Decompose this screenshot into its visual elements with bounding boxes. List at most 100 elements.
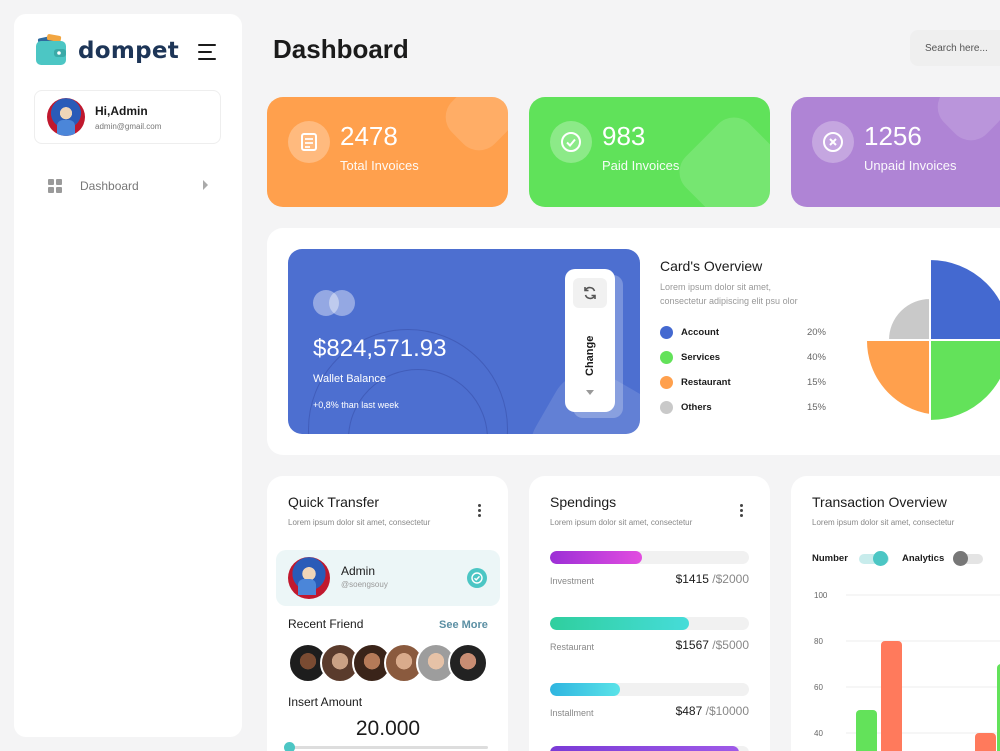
spending-current: $1567	[675, 638, 709, 652]
more-options-icon[interactable]	[740, 504, 744, 518]
stat-value: 2478	[340, 121, 398, 151]
page-title: Dashboard	[273, 34, 409, 64]
legend-item: Restaurant 15%	[660, 375, 826, 389]
cancel-circle-icon	[812, 121, 854, 163]
recent-friend-title: Recent Friend	[288, 617, 364, 631]
spending-progress-fill	[550, 617, 690, 630]
more-options-icon[interactable]	[478, 504, 482, 518]
transaction-title: Transaction Overview	[812, 494, 947, 510]
stat-card-total-invoices[interactable]: 2478 Total Invoices	[267, 97, 508, 207]
spendings-title: Spendings	[550, 494, 617, 510]
spending-total: /$10000	[705, 704, 749, 718]
number-toggle[interactable]	[859, 551, 889, 566]
spending-name: Investment	[550, 576, 595, 586]
selected-recipient[interactable]: Admin @soengsouy	[276, 550, 500, 606]
change-card-button[interactable]: Change	[565, 269, 615, 412]
refresh-icon	[573, 278, 607, 308]
legend-name: Others	[681, 401, 712, 413]
check-icon	[467, 568, 487, 588]
spending-total: /$2000	[712, 572, 749, 586]
brand-name: dompet	[78, 38, 180, 64]
menu-toggle-icon[interactable]	[198, 44, 218, 60]
wallet-balance-label: Wallet Balance	[313, 373, 386, 385]
amount-value[interactable]: 20.000	[355, 717, 421, 740]
pie-slice-restaurant	[864, 339, 931, 417]
analytics-toggle[interactable]	[953, 551, 983, 566]
stat-label: Total Invoices	[340, 158, 419, 173]
legend-item: Services 40%	[660, 350, 826, 364]
change-button-label: Change	[584, 335, 596, 376]
spending-name: Installment	[550, 708, 594, 718]
spending-total: /$5000	[712, 638, 749, 652]
spending-progress-bar	[550, 551, 749, 564]
legend-dot	[660, 375, 673, 389]
y-tick-label: 40	[814, 729, 823, 738]
legend-value: 40%	[806, 351, 826, 363]
stat-card-paid-invoices[interactable]: 983 Paid Invoices	[529, 97, 770, 207]
legend-item: Account 20%	[660, 325, 826, 339]
chart-bar	[856, 710, 877, 751]
recipient-handle: @soengsouy	[341, 580, 388, 589]
overview-description: Lorem ipsum dolor sit amet, consectetur …	[660, 282, 798, 306]
transaction-bar-chart: 100 80 60 40	[814, 591, 1000, 751]
recipient-name: Admin	[341, 564, 376, 578]
grid-icon	[48, 179, 62, 193]
spending-progress-bar	[550, 746, 749, 751]
profile-username: Admin	[110, 103, 148, 118]
legend-value: 20%	[806, 326, 826, 338]
legend-value: 15%	[806, 401, 826, 413]
transaction-subtitle: Lorem ipsum dolor sit amet, consectetur	[812, 518, 955, 527]
stat-label: Paid Invoices	[602, 158, 680, 173]
y-tick-label: 60	[814, 683, 823, 692]
legend-dot	[660, 400, 673, 414]
quick-transfer-title: Quick Transfer	[288, 494, 380, 510]
wallet-logo-icon	[34, 34, 68, 68]
legend-name: Services	[681, 351, 721, 363]
legend-dot	[660, 350, 673, 364]
pie-slice-account	[929, 257, 1000, 341]
wallet-change: +0,8% than last week	[313, 400, 399, 410]
sidebar-item-dashboard[interactable]: Dashboard	[48, 178, 208, 194]
friend-avatar[interactable]	[416, 643, 456, 683]
spending-amount: $1567 /$5000	[676, 638, 749, 652]
user-profile-card[interactable]: Hi,Admin admin@gmail.com	[34, 90, 221, 144]
avatar	[47, 98, 85, 136]
spending-amount: $1415 /$2000	[676, 572, 749, 586]
wallet-card[interactable]: $824,571.93 Wallet Balance +0,8% than la…	[288, 249, 640, 434]
friend-avatar[interactable]	[448, 643, 488, 683]
spending-progress-fill	[550, 551, 642, 564]
stat-card-unpaid-invoices[interactable]: 1256 Unpaid Invoices	[791, 97, 1000, 207]
spending-progress-bar	[550, 683, 749, 696]
number-toggle-label: Number	[812, 553, 848, 564]
pie-slice-others	[886, 296, 931, 341]
amount-slider[interactable]	[284, 742, 488, 751]
spending-progress-bar	[550, 617, 749, 630]
overview-title: Card's Overview	[660, 258, 763, 274]
quick-transfer-subtitle: Lorem ipsum dolor sit amet, consectetur	[288, 518, 431, 527]
spending-current: $1415	[675, 572, 709, 586]
wallet-balance: $824,571.93	[313, 335, 447, 362]
y-tick-label: 80	[814, 637, 823, 646]
quick-transfer-panel	[267, 476, 508, 751]
sidebar: dompet Hi,Admin admin@gmail.com Dashboar…	[14, 14, 242, 737]
invoice-icon	[288, 121, 330, 163]
spending-progress-fill	[550, 746, 740, 751]
legend-dot	[660, 325, 673, 339]
chevron-down-icon	[586, 390, 594, 395]
brand-logo[interactable]: dompet	[34, 34, 179, 68]
card-chip-icon	[313, 290, 357, 316]
profile-greeting: Hi,	[95, 103, 111, 118]
spending-progress-fill	[550, 683, 620, 696]
chart-bar	[997, 664, 1000, 751]
see-more-link[interactable]: See More	[439, 619, 488, 631]
insert-amount-title: Insert Amount	[288, 695, 363, 709]
spending-name: Restaurant	[550, 642, 595, 652]
avatar	[288, 557, 330, 599]
search-input[interactable]	[910, 30, 1000, 66]
sidebar-item-label: Dashboard	[80, 179, 139, 193]
stat-value: 1256	[864, 121, 922, 151]
slider-handle[interactable]	[284, 742, 295, 751]
chart-bar	[881, 641, 902, 751]
check-circle-icon	[550, 121, 592, 163]
overview-pie-chart	[864, 257, 1000, 420]
